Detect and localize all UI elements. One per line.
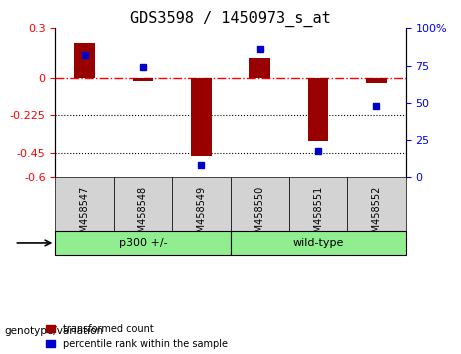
Text: wild-type: wild-type bbox=[292, 238, 344, 248]
FancyBboxPatch shape bbox=[347, 177, 406, 231]
Text: p300 +/-: p300 +/- bbox=[118, 238, 167, 248]
Text: GSM458548: GSM458548 bbox=[138, 185, 148, 245]
Bar bbox=[308, 78, 328, 141]
FancyBboxPatch shape bbox=[114, 177, 172, 231]
Bar bbox=[249, 58, 270, 78]
Text: genotype/variation: genotype/variation bbox=[5, 326, 104, 336]
Bar bbox=[366, 78, 387, 83]
Bar bbox=[74, 43, 95, 78]
FancyBboxPatch shape bbox=[55, 177, 114, 231]
Title: GDS3598 / 1450973_s_at: GDS3598 / 1450973_s_at bbox=[130, 11, 331, 27]
Legend: transformed count, percentile rank within the sample: transformed count, percentile rank withi… bbox=[42, 320, 232, 353]
Bar bbox=[191, 78, 212, 156]
FancyBboxPatch shape bbox=[172, 177, 230, 231]
Text: GSM458550: GSM458550 bbox=[254, 185, 265, 245]
Text: GSM458547: GSM458547 bbox=[79, 185, 89, 245]
Text: GSM458552: GSM458552 bbox=[372, 185, 382, 245]
Bar bbox=[133, 78, 153, 81]
FancyBboxPatch shape bbox=[289, 177, 347, 231]
FancyBboxPatch shape bbox=[230, 231, 406, 255]
FancyBboxPatch shape bbox=[55, 231, 230, 255]
Text: GSM458549: GSM458549 bbox=[196, 185, 207, 245]
Text: GSM458551: GSM458551 bbox=[313, 185, 323, 245]
FancyBboxPatch shape bbox=[230, 177, 289, 231]
